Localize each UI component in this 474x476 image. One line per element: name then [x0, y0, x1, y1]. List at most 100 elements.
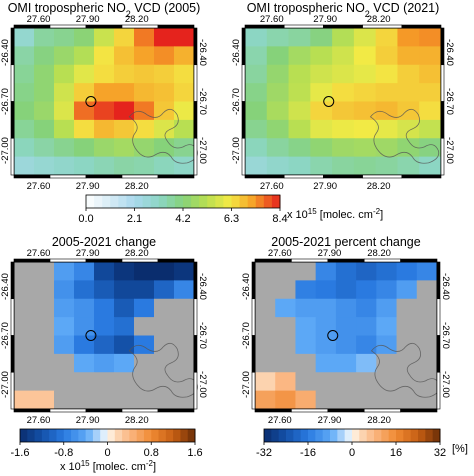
y-tick-label-left: -26.70: [241, 322, 252, 349]
frame-bar: [193, 298, 198, 336]
colorbar-swatch: [150, 195, 160, 208]
heat-cell: [353, 101, 377, 121]
frame-bar: [363, 258, 401, 263]
heat-cell: [94, 390, 115, 410]
colorbar-swatch: [255, 195, 265, 208]
heat-cell: [94, 138, 115, 158]
colorbar-tick-label: 2.1: [127, 213, 142, 225]
heat-cell: [416, 317, 438, 337]
heat-cell: [14, 390, 35, 410]
heat-cell: [416, 280, 438, 300]
x-tick-label-top: 28.20: [367, 14, 391, 25]
heat-cell: [54, 101, 75, 121]
colorbar-swatch: [374, 429, 382, 442]
heat-cell: [375, 46, 399, 66]
panel-title: 2005-2021 percent change: [271, 235, 420, 249]
y-tick-label-right: -26.70: [444, 88, 455, 115]
heat-cell: [154, 317, 175, 337]
heat-cell: [174, 28, 195, 47]
heat-cell: [266, 46, 290, 66]
colorbar-swatch: [293, 429, 302, 442]
colorbar-swatch: [410, 429, 419, 442]
heat-cell: [174, 83, 195, 103]
heat-cell: [34, 372, 55, 392]
colorbar-swatch: [381, 429, 390, 442]
colorbar-percent: -32 -16 0 16 32 [%]: [256, 428, 468, 459]
frame-bar: [10, 371, 15, 410]
panel-title: OMI tropospheric NO2 VCD (2005): [8, 1, 201, 19]
frame-bar: [193, 335, 198, 373]
colorbar-swatch: [308, 429, 316, 442]
frame-bar: [157, 408, 195, 413]
heat-cell: [154, 280, 175, 300]
colorbar-swatch: [142, 195, 152, 208]
colorbar-tick-label: 0.0: [78, 213, 93, 225]
heat-cell: [74, 101, 95, 121]
heat-cell: [14, 101, 35, 121]
colorbar-swatch: [56, 429, 65, 442]
heat-cell: [154, 372, 175, 392]
heat-cell: [335, 335, 357, 355]
colorbar-swatch: [388, 429, 397, 442]
colorbar-swatch: [41, 429, 50, 442]
panel-no2_2021: OMI tropospheric NO2 VCD (2021)27.6027.6…: [231, 1, 455, 192]
y-tick-label-left: -26.70: [231, 88, 242, 115]
heat-cell: [376, 317, 398, 337]
colorbar-tick-label: 8.4: [272, 213, 287, 225]
city-marker: [327, 330, 339, 341]
heat-cell: [54, 64, 75, 84]
colorbar-swatch: [92, 429, 101, 442]
heat-cell: [375, 101, 399, 121]
colorbar-swatch: [122, 429, 130, 442]
heat-cell: [419, 101, 442, 121]
heat-cell: [34, 46, 55, 66]
colorbar-swatch: [110, 195, 119, 208]
x-tick-label-top: 27.90: [76, 14, 100, 25]
frame-bar: [10, 335, 15, 373]
colorbar-swatch: [315, 429, 324, 442]
heat-cell: [419, 119, 442, 139]
y-tick-label-left: -27.00: [0, 371, 11, 398]
heat-cell: [288, 64, 311, 84]
frame-bar: [400, 258, 438, 263]
frame-bar: [13, 258, 51, 263]
heat-cell: [74, 28, 95, 47]
heat-cell: [335, 372, 357, 392]
heat-cell: [416, 372, 438, 392]
heat-cell: [74, 390, 95, 410]
heat-cell: [245, 119, 268, 139]
heat-cell: [396, 372, 418, 392]
heat-cell: [54, 317, 75, 337]
x-tick-label-bottom: 27.90: [76, 181, 100, 192]
heat-cell: [154, 101, 175, 121]
heat-cell: [245, 83, 268, 103]
frame-bar: [49, 174, 87, 179]
heat-cell: [14, 317, 35, 337]
frame-bar: [157, 174, 195, 179]
heat-cell: [174, 390, 195, 410]
frame-bar: [49, 24, 87, 29]
heat-cell: [356, 317, 377, 337]
heat-cell: [332, 156, 355, 176]
frame-bar: [241, 64, 246, 102]
frame-bar: [10, 64, 15, 102]
panel-change: 2005-2021 change27.6027.6027.9027.9028.2…: [0, 235, 208, 426]
panel-percent_change: 2005-2021 percent change27.6027.6027.902…: [241, 235, 451, 426]
frame-bar: [13, 24, 51, 29]
heat-cell: [310, 83, 333, 103]
heat-cell: [174, 353, 195, 373]
heat-cell: [315, 335, 337, 355]
colorbar-unit-label: x 1015 [molec. cm-2]: [287, 207, 383, 222]
frame-bar: [291, 258, 329, 263]
heat-cell: [266, 101, 290, 121]
heat-cell: [315, 372, 337, 392]
heat-cell: [34, 156, 55, 176]
heat-cell: [376, 372, 398, 392]
heat-cell: [114, 119, 135, 139]
heat-cell: [134, 372, 155, 392]
colorbar-swatch: [180, 429, 189, 442]
heat-cell: [356, 298, 377, 318]
heat-cell: [134, 335, 155, 355]
heat-cell: [335, 262, 357, 281]
heat-cell: [54, 262, 75, 281]
